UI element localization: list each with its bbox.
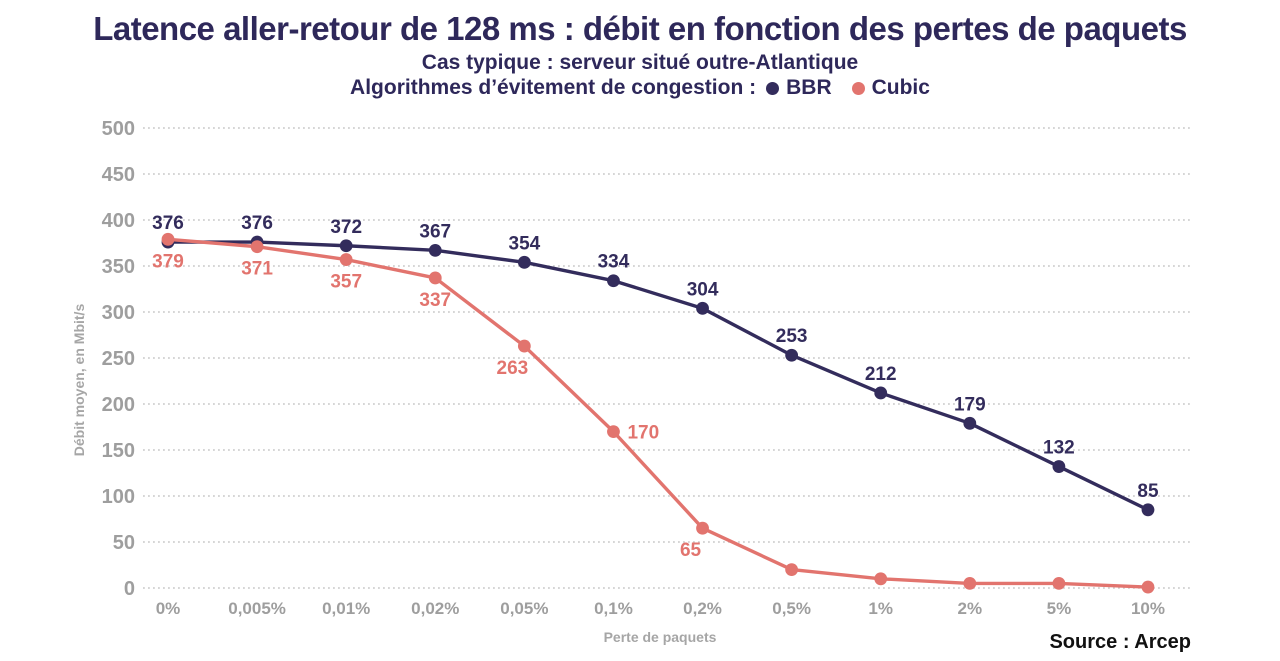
data-point-bbr [607, 274, 620, 288]
x-axis-tick-label: 5% [1047, 599, 1072, 618]
data-point-label-bbr: 372 [330, 217, 362, 238]
y-axis-tick-label: 400 [102, 210, 135, 232]
y-axis-tick-label: 150 [102, 440, 135, 462]
chart-legend: Algorithmes d’évitement de congestion : … [0, 76, 1280, 100]
data-point-cubic [785, 563, 799, 576]
data-point-cubic [250, 240, 264, 254]
x-axis-tick-label: 0,01% [322, 599, 370, 618]
x-axis-tick-label: 0,2% [683, 599, 722, 618]
data-point-label-bbr: 367 [419, 221, 451, 242]
x-axis-tick-label: 1% [868, 599, 893, 618]
chart-canvas: 0 50 100 150 200 250 300 350 400 450 500 0% 0,005% 0,… [71, 118, 1191, 653]
x-axis-tick-label: 2% [958, 599, 983, 618]
data-point-bbr [874, 386, 888, 400]
series-line-bbr [166, 240, 1150, 512]
data-point-cubic [1052, 577, 1066, 590]
x-axis-tick-label: 0,1% [594, 599, 633, 618]
data-point-label-bbr: 376 [241, 213, 273, 234]
data-point-label-bbr: 354 [509, 233, 541, 254]
data-point-cubic [161, 232, 175, 246]
data-point-label-bbr: 376 [152, 213, 184, 234]
bbr-dot-icon [766, 81, 780, 95]
x-axis-tick-label: 0,02% [411, 599, 459, 618]
data-point-bbr [339, 239, 353, 253]
y-axis-tick-label: 200 [102, 394, 135, 416]
legend-label-cubic: Cubic [871, 76, 930, 99]
data-point-cubic [874, 572, 888, 586]
data-point-bbr [696, 301, 709, 315]
data-point-cubic [607, 425, 620, 438]
x-axis-tick-label: 0% [156, 599, 181, 618]
y-axis-tick-label: 300 [102, 302, 135, 324]
data-point-bbr [1052, 460, 1066, 473]
data-point-label-cubic: 337 [419, 290, 451, 311]
y-axis-tick-label: 50 [113, 532, 135, 554]
cubic-dot-icon [851, 81, 865, 95]
chart-subtitle: Cas typique : serveur situé outre-Atlant… [421, 51, 859, 74]
data-point-cubic [339, 253, 353, 266]
data-point-bbr [1141, 503, 1155, 517]
data-point-label-bbr: 132 [1043, 438, 1075, 459]
data-point-label-cubic: 371 [241, 259, 273, 280]
data-point-label-cubic: 65 [680, 540, 702, 561]
legend-item-cubic: Cubic [851, 76, 930, 100]
y-axis-tick-label: 100 [102, 486, 135, 508]
y-axis-tick-label: 450 [102, 164, 135, 186]
data-point-label-cubic: 379 [152, 251, 184, 272]
y-axis-tick-label: 250 [102, 348, 135, 370]
y-axis-tick-label: 500 [102, 118, 135, 140]
source-caption: Source : Arcep [1049, 631, 1191, 653]
chart-header: Latence aller-retour de 128 ms : débit e… [0, 8, 1280, 100]
data-point-label-cubic: 357 [330, 272, 362, 293]
x-axis-title: Perte de paquets [604, 629, 717, 645]
data-point-cubic [428, 271, 442, 285]
data-point-bbr [428, 243, 442, 257]
data-point-label-bbr: 179 [954, 394, 986, 415]
data-point-label-cubic: 263 [497, 358, 529, 379]
y-axis-tick-label: 350 [102, 256, 135, 278]
data-point-label-cubic: 170 [627, 423, 659, 444]
legend-label-bbr: BBR [786, 76, 832, 99]
data-point-cubic [696, 521, 709, 535]
data-point-label-bbr: 304 [687, 279, 719, 300]
data-point-bbr [785, 348, 799, 362]
data-point-bbr [517, 255, 531, 269]
data-point-cubic [963, 577, 977, 590]
y-axis-tick-label: 0 [124, 578, 135, 600]
series-line-cubic [166, 237, 1150, 589]
legend-item-bbr: BBR [766, 76, 832, 100]
data-point-label-bbr: 85 [1137, 481, 1159, 502]
x-axis-tick-label: 0,005% [228, 599, 286, 618]
data-point-label-bbr: 334 [598, 252, 630, 273]
data-point-cubic [517, 339, 531, 353]
x-axis-tick-label: 0,5% [772, 599, 811, 618]
data-point-cubic [1141, 580, 1155, 594]
page-title: Latence aller-retour de 128 ms : débit e… [93, 10, 1187, 47]
data-point-bbr [963, 416, 977, 430]
x-axis-tick-label: 10% [1131, 599, 1165, 618]
x-axis-tick-label: 0,05% [500, 599, 548, 618]
data-point-label-bbr: 212 [865, 364, 897, 385]
y-axis-title: Débit moyen, en Mbit/s [71, 304, 87, 457]
legend-prefix: Algorithmes d’évitement de congestion : [350, 76, 757, 99]
data-point-label-bbr: 253 [776, 326, 808, 347]
